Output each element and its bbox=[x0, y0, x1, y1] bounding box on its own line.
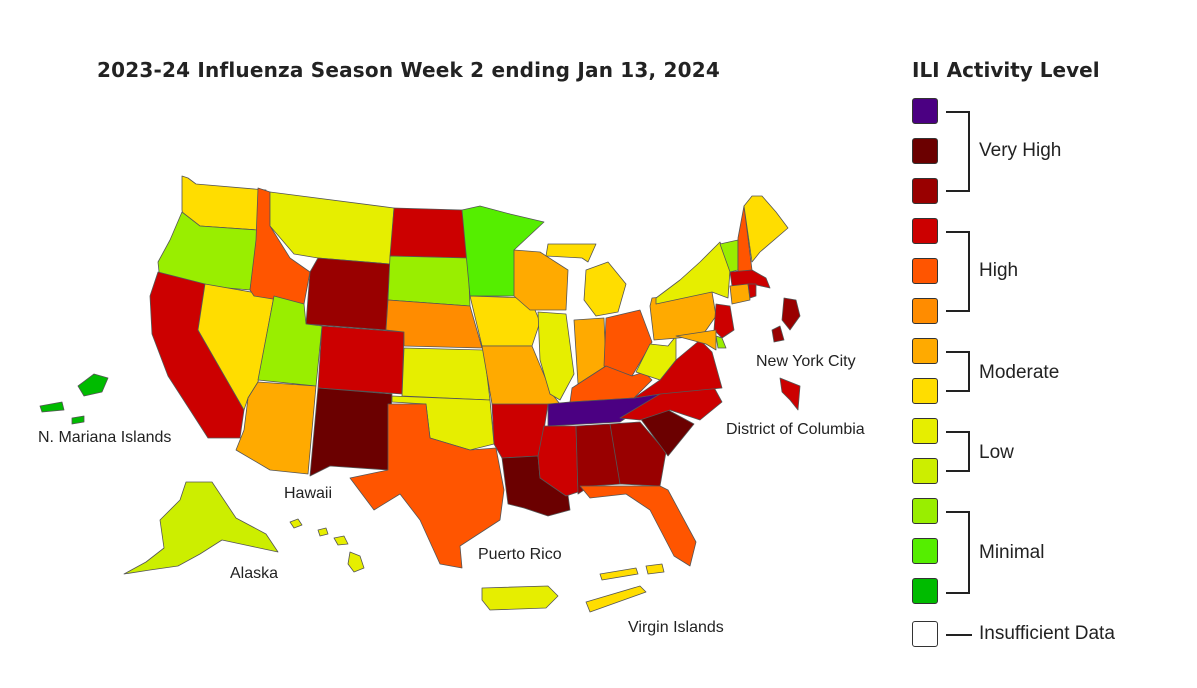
territory-PR[interactable] bbox=[481, 585, 559, 611]
bracket-high bbox=[946, 231, 970, 312]
territory-VI[interactable] bbox=[585, 563, 665, 613]
legend-swatch-level-4 bbox=[912, 458, 938, 484]
legend-swatch-level-11 bbox=[912, 178, 938, 204]
state-NM[interactable] bbox=[309, 387, 393, 477]
state-KS[interactable] bbox=[401, 347, 491, 401]
legend-label-moderate: Moderate bbox=[979, 362, 1060, 383]
state-MI[interactable] bbox=[545, 243, 627, 317]
state-AL[interactable] bbox=[575, 423, 623, 495]
legend-label-high: High bbox=[979, 260, 1019, 281]
state-MD[interactable] bbox=[675, 329, 717, 351]
state-DE[interactable] bbox=[715, 335, 727, 349]
state-SD[interactable] bbox=[387, 255, 471, 307]
label-hawaii: Hawaii bbox=[284, 485, 333, 502]
label-alaska: Alaska bbox=[230, 565, 279, 582]
legend-label-low: Low bbox=[979, 442, 1014, 463]
state-FL[interactable] bbox=[579, 485, 697, 567]
territory-DC[interactable] bbox=[779, 377, 801, 411]
legend-label-minimal: Minimal bbox=[979, 542, 1045, 563]
bracket-moderate bbox=[946, 351, 970, 392]
legend-swatch-level-10 bbox=[912, 218, 938, 244]
bracket-minimal bbox=[946, 511, 970, 594]
legend-swatch-level-6 bbox=[912, 378, 938, 404]
legend-swatch-level-8 bbox=[912, 298, 938, 324]
state-ME[interactable] bbox=[743, 195, 789, 263]
label-puerto-rico: Puerto Rico bbox=[478, 546, 562, 563]
state-IL[interactable] bbox=[537, 311, 575, 401]
legend-swatch-level-13 bbox=[912, 98, 938, 124]
state-AZ[interactable] bbox=[235, 381, 317, 475]
legend-label-very-high: Very High bbox=[979, 140, 1062, 161]
dash-insufficient bbox=[946, 634, 972, 636]
state-AK[interactable] bbox=[123, 481, 279, 575]
legend-title: ILI Activity Level bbox=[912, 58, 1100, 82]
state-CT[interactable] bbox=[729, 283, 751, 305]
legend-label-insufficient-data: Insufficient Data bbox=[979, 623, 1115, 644]
map-title: 2023-24 Influenza Season Week 2 ending J… bbox=[97, 58, 720, 82]
state-MT[interactable] bbox=[269, 191, 395, 265]
territory-NMI[interactable] bbox=[39, 373, 109, 425]
label-new-york-city: New York City bbox=[756, 353, 856, 370]
state-NE[interactable] bbox=[385, 299, 483, 349]
legend-swatch-level-7 bbox=[912, 338, 938, 364]
state-WI[interactable] bbox=[513, 249, 569, 311]
bracket-low bbox=[946, 431, 970, 472]
legend-swatch-level-1 bbox=[912, 578, 938, 604]
legend-swatch-level-2 bbox=[912, 538, 938, 564]
legend-swatch-level-9 bbox=[912, 258, 938, 284]
label-district-of-columbia: District of Columbia bbox=[726, 421, 865, 438]
state-RI[interactable] bbox=[747, 283, 757, 299]
legend-swatch-level-3 bbox=[912, 498, 938, 524]
label-virgin-islands: Virgin Islands bbox=[628, 619, 724, 636]
territory-NYC[interactable] bbox=[771, 297, 801, 343]
state-WY[interactable] bbox=[305, 257, 391, 331]
state-GA[interactable] bbox=[609, 421, 667, 487]
state-ND[interactable] bbox=[389, 207, 469, 259]
legend-swatch-insufficient bbox=[912, 621, 938, 647]
state-CO[interactable] bbox=[317, 325, 405, 395]
state-NY[interactable] bbox=[655, 241, 731, 305]
legend-swatch-level-5 bbox=[912, 418, 938, 444]
state-OH[interactable] bbox=[603, 309, 653, 377]
label-n-mariana-islands: N. Mariana Islands bbox=[38, 429, 172, 446]
state-HI[interactable] bbox=[289, 518, 365, 573]
legend-swatch-level-12 bbox=[912, 138, 938, 164]
state-TX[interactable] bbox=[349, 403, 505, 569]
bracket-very-high bbox=[946, 111, 970, 192]
state-NJ[interactable] bbox=[713, 303, 735, 339]
